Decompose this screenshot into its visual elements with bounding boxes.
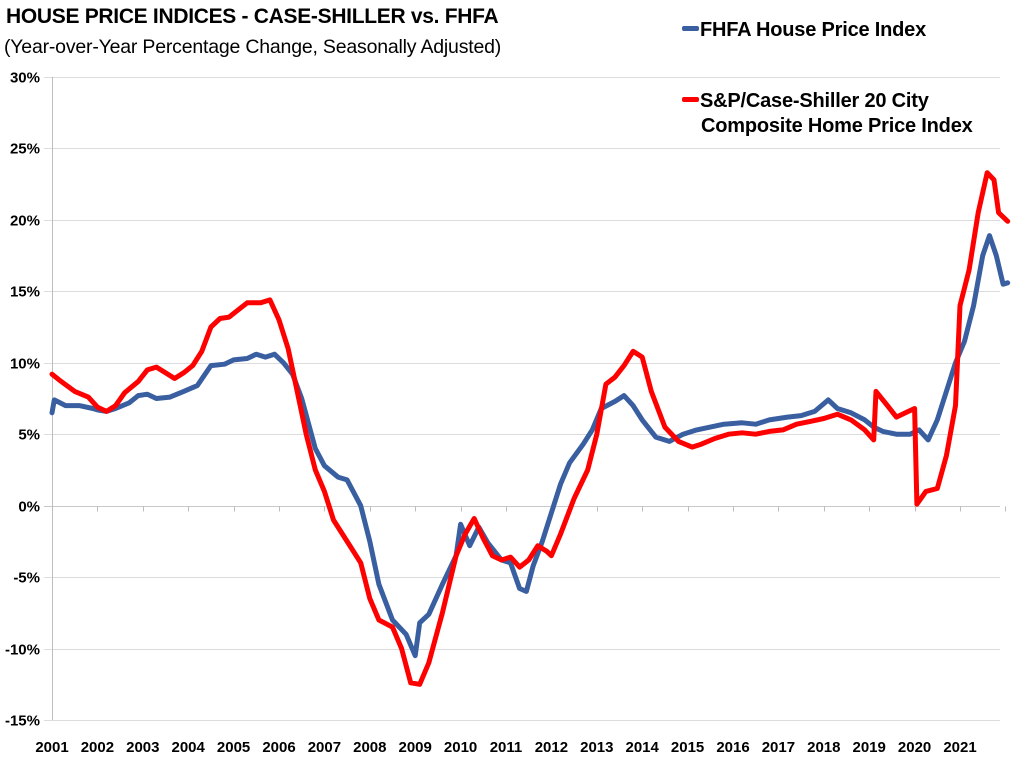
legend-label-fhfa: FHFA House Price Index xyxy=(700,19,927,41)
chart-subtitle: (Year-over-Year Percentage Change, Seaso… xyxy=(4,36,502,58)
y-tick-label: -5% xyxy=(13,570,40,587)
y-tick-label: 20% xyxy=(10,213,40,230)
x-tick-label: 2001 xyxy=(35,739,68,756)
y-tick-label: -15% xyxy=(5,713,40,730)
x-tick-label: 2011 xyxy=(490,739,523,756)
x-tick-label: 2021 xyxy=(943,739,976,756)
x-tick-label: 2006 xyxy=(262,739,295,756)
chart-title: HOUSE PRICE INDICES - CASE-SHILLER vs. F… xyxy=(6,5,499,28)
x-tick-label: 2016 xyxy=(716,739,749,756)
x-tick-label: 2017 xyxy=(762,739,795,756)
x-tick-label: 2012 xyxy=(535,739,568,756)
x-tick-label: 2015 xyxy=(671,739,704,756)
y-tick-label: 0% xyxy=(18,499,40,516)
x-tick-label: 2005 xyxy=(217,739,250,756)
x-tick-label: 2009 xyxy=(399,739,432,756)
y-tick-label: 15% xyxy=(10,284,40,301)
y-tick-label: 30% xyxy=(10,70,40,87)
series-line-case-shiller xyxy=(49,170,1011,687)
legend-swatch-fhfa xyxy=(682,26,699,32)
x-tick-label: 2020 xyxy=(898,739,931,756)
x-tick-label: 2010 xyxy=(444,739,477,756)
axes xyxy=(52,77,1006,720)
x-tick-label: 2014 xyxy=(626,739,660,756)
legend-swatch-case-shiller xyxy=(682,97,699,103)
x-tick-label: 2013 xyxy=(580,739,613,756)
series-line-fhfa xyxy=(49,233,1011,659)
x-tick-label: 2003 xyxy=(126,739,159,756)
y-axis-labels: 30% 25% 20% 15% 10% 5% 0% -5% -10% -15% xyxy=(5,70,40,730)
x-tick-label: 2002 xyxy=(81,739,114,756)
y-tick-label: 5% xyxy=(18,427,40,444)
gridlines xyxy=(44,77,1000,721)
x-axis-labels: 2001 2002 2003 2004 2005 2006 2007 2008 2009 2010… xyxy=(35,739,976,756)
y-tick-label: 25% xyxy=(10,141,40,158)
x-tick-label: 2007 xyxy=(308,739,341,756)
x-tick-label: 2008 xyxy=(353,739,386,756)
y-tick-label: -10% xyxy=(5,642,40,659)
x-tick-label: 2004 xyxy=(172,739,206,756)
y-tick-label: 10% xyxy=(10,356,40,373)
legend-item-fhfa: FHFA House Price Index xyxy=(682,18,926,43)
legend-item-case-shiller: S&P/Case-Shiller 20 City Composite Home … xyxy=(682,89,973,139)
series-lines xyxy=(49,170,1011,687)
legend-label-case-shiller-line1: S&P/Case-Shiller 20 City xyxy=(700,90,929,112)
legend-label-case-shiller-line2: Composite Home Price Index xyxy=(701,115,973,137)
x-tick-label: 2019 xyxy=(853,739,886,756)
x-tick-label: 2018 xyxy=(807,739,840,756)
